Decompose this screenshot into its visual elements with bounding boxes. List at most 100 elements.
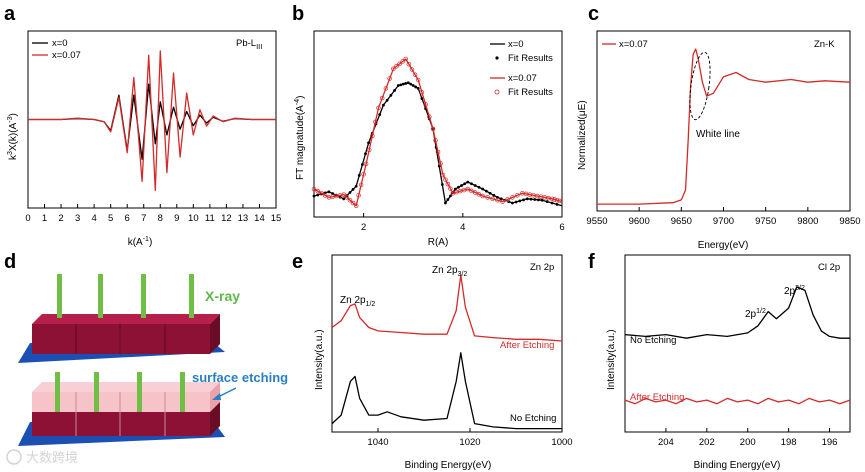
- fit-point: [537, 198, 540, 202]
- xtick-label: 7: [141, 213, 146, 224]
- fit-point: [409, 67, 415, 72]
- fit-point: [440, 183, 444, 186]
- fit-point: [549, 196, 555, 202]
- xtick-label: 9550: [586, 216, 607, 227]
- fit-point: [358, 182, 364, 188]
- fit-point: [376, 105, 381, 111]
- fit-point: [529, 197, 533, 201]
- xray-beams-bottom: [55, 372, 185, 412]
- ylabel-a-sup1: 3: [7, 151, 14, 155]
- peak-label-e-2p32: Zn 2p3/2: [432, 265, 467, 278]
- cube-front-face: [32, 412, 210, 436]
- panel-e-chart: 1040 1020 1000 Zn 2p Zn 2p1/2 Zn 2p3/2 Aft…: [314, 254, 573, 471]
- plot-frame-e: [331, 254, 563, 433]
- fit-point: [433, 138, 438, 143]
- fit-point: [373, 119, 378, 125]
- xray-beam: [141, 274, 146, 318]
- ylabel-b-base: FT magnatude(A: [295, 105, 306, 180]
- peak-label-e-2p12-sub: 1/2: [366, 301, 376, 308]
- fit-point: [341, 192, 347, 197]
- legend-label-b-fit007: Fit Results: [508, 87, 553, 98]
- xtick-label: 3: [75, 213, 80, 224]
- fit-point: [427, 114, 432, 119]
- panel-c-chart: 9550 9600 9650 9700 9750 9800 9850 x=0.07 Zn-K…: [577, 30, 861, 251]
- cube-side-face: [210, 402, 220, 436]
- xtick-label: 204: [658, 437, 674, 448]
- fit-point: [463, 182, 467, 186]
- fit-point: [500, 199, 505, 204]
- fit-point: [347, 197, 353, 203]
- xray-beam: [94, 372, 99, 412]
- peak-label-e-2p32-base: Zn 2p: [432, 265, 458, 276]
- annotation-c: Zn-K: [814, 39, 835, 50]
- annotation-e: Zn 2p: [530, 262, 554, 273]
- legend-swatch-b-fit007: [494, 89, 500, 95]
- fit-point: [423, 102, 428, 107]
- panel-label-c: c: [588, 3, 599, 25]
- panel-a-chart: 0 1 2 3 4 5 6 7 8 9 10 11 12 13 14 15 x=0 x=0.07 Pb-LII…: [7, 30, 281, 248]
- fit-point: [540, 198, 544, 202]
- label-e-after-etching: After Etching: [500, 340, 554, 351]
- fit-point: [393, 89, 396, 92]
- xray-beam: [57, 274, 62, 318]
- fit-point: [550, 201, 554, 205]
- fit-point: [315, 188, 320, 194]
- ylabel-a-end: ): [8, 113, 19, 116]
- cube-side-face: [210, 314, 220, 354]
- fit-point: [554, 197, 560, 203]
- xlabel-f: Binding Energy(eV): [694, 460, 781, 471]
- fit-point: [465, 186, 471, 192]
- xtick-label: 9: [174, 213, 179, 224]
- fit-point: [457, 185, 460, 189]
- fit-point: [353, 203, 359, 209]
- ylabel-e: Intensity(a.u.): [314, 329, 325, 390]
- fit-point: [453, 187, 457, 191]
- fit-point: [397, 61, 402, 67]
- cube-top-face: [32, 314, 220, 324]
- fit-point: [399, 83, 403, 87]
- xtick-label: 9800: [797, 216, 818, 227]
- fit-point: [406, 81, 410, 85]
- legend-label-a-x007: x=0.07: [52, 50, 81, 61]
- fit-point: [448, 186, 453, 191]
- fit-point: [492, 193, 496, 197]
- fit-point: [316, 193, 320, 197]
- xtick-label: 6: [559, 222, 564, 233]
- fit-point: [351, 187, 355, 191]
- fit-point: [446, 198, 450, 201]
- legend-swatch-b-fit0: [495, 56, 499, 60]
- watermark: 大数跨境: [6, 449, 78, 466]
- xtick-label: 11: [205, 213, 215, 224]
- xtick-label: 6: [125, 213, 130, 224]
- xtick-label: 9750: [755, 216, 776, 227]
- panel-b-chart: 2 4 6 x=0 Fit Results x=0.07 Fit Results R…: [294, 30, 565, 248]
- fit-point: [518, 199, 522, 203]
- fit-point: [435, 149, 441, 155]
- peak-label-f-2p32: 2p3/2: [784, 285, 805, 297]
- label-f-after-etching: After Etching: [630, 392, 684, 403]
- series-lines-e: [331, 274, 563, 430]
- peak-label-f-2p12: 2p1/2: [745, 308, 766, 320]
- xtick-label: 8: [158, 213, 163, 224]
- xtick-label: 5: [108, 213, 113, 224]
- annotation-f: Cl 2p: [818, 262, 840, 273]
- xlabel-b: R(A): [428, 237, 449, 248]
- watermark-logo-icon: [6, 449, 22, 465]
- fit-point: [485, 195, 490, 200]
- xray-label: X-ray: [205, 288, 240, 304]
- fit-point: [382, 103, 385, 107]
- fit-point: [367, 141, 370, 145]
- xticks-b: 2 4 6: [361, 213, 565, 233]
- panel-label-f: f: [588, 251, 595, 273]
- fit-point: [449, 194, 452, 198]
- ylabel-a-sup2: -3: [7, 116, 14, 122]
- xtick-label: 9600: [629, 216, 650, 227]
- etching-arrow-head: [212, 393, 221, 400]
- fit-point: [360, 163, 364, 166]
- ylabel-a: k3X(k)(A-3): [7, 113, 19, 160]
- legend-label-b-x0: x=0: [508, 39, 524, 50]
- xray-beam: [55, 372, 60, 412]
- fit-point: [327, 190, 331, 194]
- fit-point: [391, 66, 396, 72]
- fit-point: [357, 173, 361, 177]
